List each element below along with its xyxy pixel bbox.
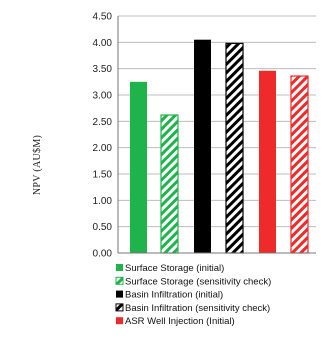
y-tick-label: 0.50 (93, 222, 113, 233)
gridlines (118, 15, 316, 254)
y-tick-label: 0.00 (93, 249, 113, 260)
y-tick-label: 4.00 (93, 38, 113, 49)
y-tick-label: 2.00 (93, 143, 113, 154)
y-tick-label: 4.50 (93, 12, 113, 23)
legend-label: Basin Infiltration (sensitivity check) (125, 303, 270, 314)
legend-swatch (116, 290, 123, 298)
y-tick-label: 2.50 (93, 117, 113, 128)
bar-4 (259, 70, 276, 253)
y-axis-label: NPV (AU$M) (32, 135, 43, 195)
legend-label: Basin Infiltration (initial) (125, 290, 223, 301)
legend-label: ASR Well Injection (Initial) (125, 316, 235, 327)
y-tick-label: 3.00 (93, 91, 113, 102)
bar-0 (130, 81, 147, 253)
bar-5 (290, 75, 309, 254)
legend-label: Surface Storage (initial) (125, 263, 224, 274)
y-tick-labels: 0.00 0.50 1.00 1.50 2.00 2.50 3.00 3.50 4.00 4.50 (93, 12, 113, 260)
legend-swatch (116, 264, 123, 271)
bar-2 (194, 39, 211, 254)
legend-swatch (115, 303, 124, 312)
y-tick-label: 1.50 (93, 170, 113, 181)
bar-1 (160, 114, 179, 254)
legend-swatch (115, 276, 124, 285)
y-tick-label: 1.00 (93, 196, 113, 207)
legend: Surface Storage (initial) Surface Storage… (115, 263, 271, 327)
legend-label: Surface Storage (sensitivity check) (125, 276, 271, 287)
bar-3 (225, 42, 244, 254)
y-tick-label: 3.50 (93, 64, 113, 75)
axes (117, 16, 316, 254)
legend-swatch (116, 317, 123, 325)
bars (130, 39, 309, 254)
